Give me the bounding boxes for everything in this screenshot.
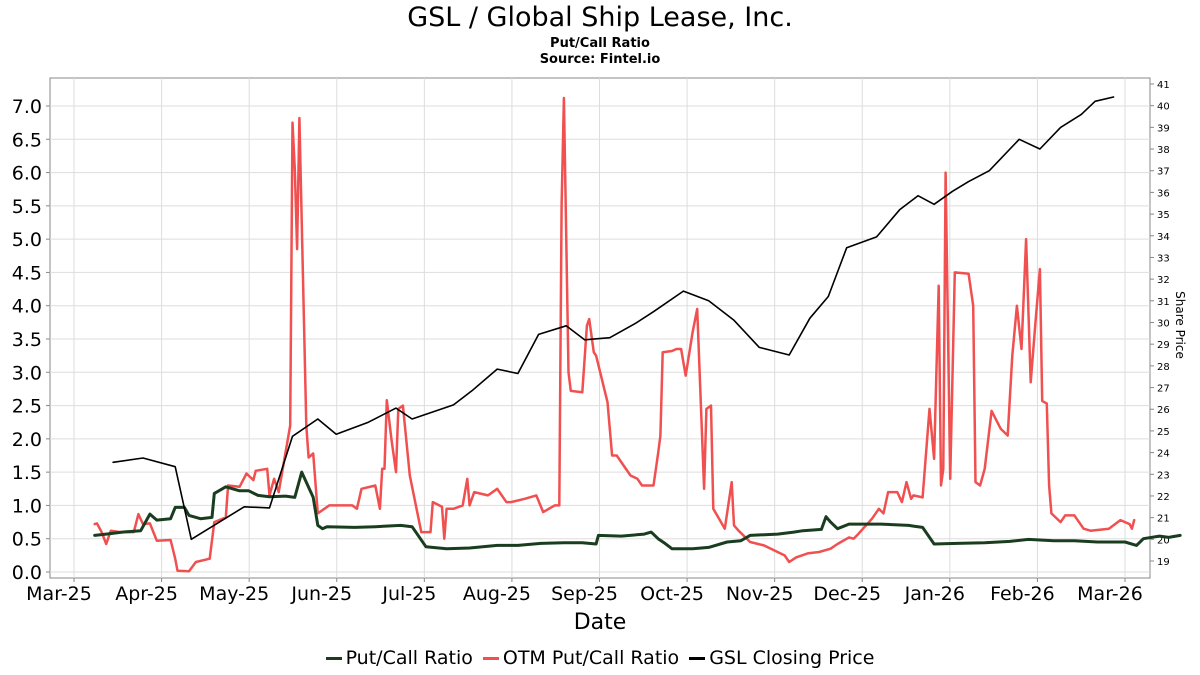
y-right-tick-label: 22	[1157, 492, 1170, 503]
x-tick-label: Sep-25	[551, 583, 618, 605]
y-right-tick-label: 25	[1157, 427, 1170, 438]
series-line-put-call-ratio	[93, 470, 1182, 551]
x-tick-label: Dec-25	[813, 583, 881, 605]
legend-swatch-put-call	[325, 656, 342, 660]
legend-label-put-call: Put/Call Ratio	[345, 647, 473, 669]
x-axis: Mar-25 Apr-25 May-25 Jun-25 Jul-25 Aug-25 Sep-…	[26, 578, 1143, 605]
y-right-tick-label: 30	[1157, 319, 1170, 330]
x-tick-label: May-25	[199, 583, 269, 605]
y-left-tick-label: 6.0	[12, 163, 42, 185]
y-right-tick-label: 36	[1157, 188, 1170, 199]
series-line-otm-put-call-ratio	[93, 96, 1136, 573]
y-left-tick-label: 0.5	[12, 529, 42, 551]
x-tick-label: Jun-25	[290, 583, 352, 605]
y-right-tick-label: 35	[1157, 210, 1170, 221]
y-left-tick-label: 1.0	[12, 495, 42, 517]
y-left-tick-label: 4.0	[12, 296, 42, 318]
y-right-tick-label: 31	[1157, 297, 1170, 308]
grid	[50, 78, 1150, 578]
series-line-gsl-closing-price	[112, 96, 1115, 541]
y-left-tick-label: 3.5	[12, 329, 42, 351]
legend-label-closing-price: GSL Closing Price	[709, 647, 875, 669]
x-tick-label: Apr-25	[115, 583, 178, 605]
y-right-tick-label: 41	[1157, 80, 1170, 91]
y-left-tick-label: 5.5	[12, 196, 42, 218]
y-right-tick-label: 24	[1157, 449, 1170, 460]
y-right-tick-label: 20	[1157, 535, 1170, 546]
x-tick-label: Jul-25	[381, 583, 436, 605]
series-layer	[93, 96, 1182, 573]
chart-source: Source: Fintel.io	[539, 52, 661, 67]
legend-item-closing-price: GSL Closing Price	[689, 647, 874, 669]
legend-label-otm-put-call: OTM Put/Call Ratio	[502, 647, 680, 669]
y-right-tick-label: 23	[1157, 470, 1170, 481]
y-right-axis-title: Share Price	[1173, 291, 1187, 359]
y-right-tick-label: 28	[1157, 362, 1170, 373]
x-tick-label: Aug-25	[463, 583, 531, 605]
legend-item-put-call: Put/Call Ratio	[325, 647, 473, 669]
y-left-tick-label: 7.0	[12, 96, 42, 118]
y-right-tick-label: 40	[1157, 102, 1170, 113]
legend-item-otm-put-call: OTM Put/Call Ratio	[482, 647, 680, 669]
x-tick-label: Nov-25	[726, 583, 794, 605]
y-right-tick-label: 34	[1157, 232, 1170, 243]
legend-swatch-otm-put-call	[482, 656, 499, 660]
y-left-tick-label: 2.0	[12, 429, 42, 451]
y-right-tick-label: 19	[1157, 557, 1170, 568]
y-left-tick-label: 3.0	[12, 362, 42, 384]
chart-svg: 0.0 0.5 1.0 1.5 2.0 2.5 3.0 3.5 4.0 4.5 5.0 5.5 6.0 6…	[12, 77, 1187, 635]
y-left-axis: 0.0 0.5 1.0 1.5 2.0 2.5 3.0 3.5 4.0 4.5 5.0 5.5 6.0 6…	[12, 96, 50, 584]
y-left-tick-label: 0.0	[12, 562, 42, 584]
y-right-tick-label: 29	[1157, 340, 1170, 351]
y-right-tick-label: 33	[1157, 253, 1170, 264]
x-tick-label: Feb-26	[990, 583, 1055, 605]
y-left-tick-label: 2.5	[12, 396, 42, 418]
y-left-tick-label: 6.5	[12, 129, 42, 151]
chart-title: GSL / Global Ship Lease, Inc.	[407, 2, 793, 33]
x-tick-label: Oct-25	[640, 583, 704, 605]
legend: Put/Call Ratio OTM Put/Call Ratio GSL Cl…	[0, 647, 1200, 669]
y-right-tick-label: 37	[1157, 167, 1170, 178]
y-right-tick-label: 38	[1157, 145, 1170, 156]
x-tick-label: Jan-26	[904, 583, 965, 605]
y-right-tick-label: 32	[1157, 275, 1170, 286]
y-right-axis: 19 20 21 22 23 24 25 26 27 28 29 30 31 32 33 34 35 36 37 38…	[1150, 80, 1170, 568]
y-right-tick-label: 27	[1157, 384, 1170, 395]
y-left-tick-label: 4.5	[12, 262, 42, 284]
y-left-tick-label: 1.5	[12, 462, 42, 484]
y-left-tick-label: 5.0	[12, 229, 42, 251]
chart-subtitle: Put/Call Ratio	[550, 36, 650, 51]
legend-swatch-closing-price	[689, 656, 706, 660]
y-right-tick-label: 26	[1157, 405, 1170, 416]
x-axis-title: Date	[574, 610, 627, 635]
x-tick-label: Mar-26	[1077, 583, 1143, 605]
x-tick-label: Mar-25	[26, 583, 92, 605]
y-right-tick-label: 21	[1157, 514, 1170, 525]
y-right-tick-label: 39	[1157, 123, 1170, 134]
